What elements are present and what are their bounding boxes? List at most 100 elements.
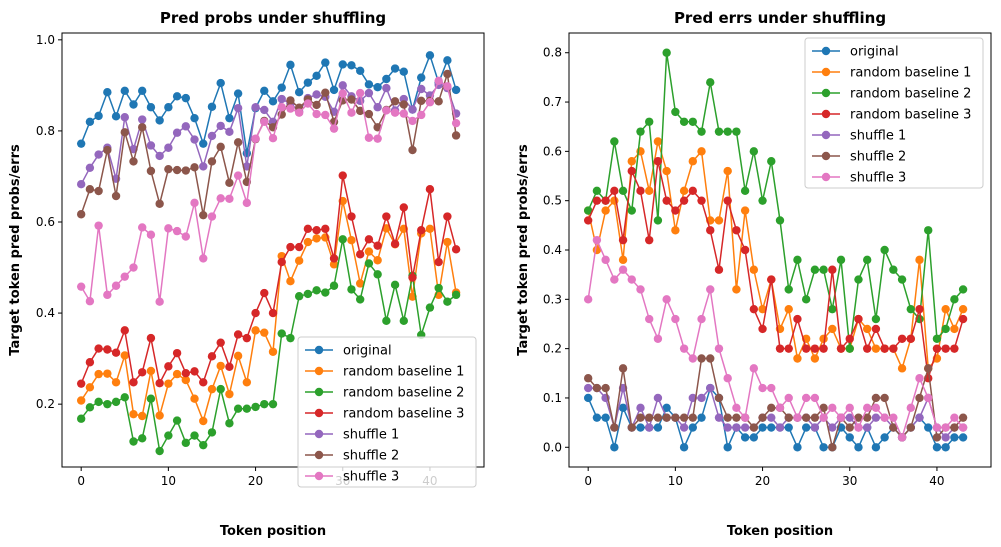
left-point-shuffle-1 [312,90,321,99]
right-point-shuffle-2 [810,413,820,422]
right-y-tick-label: 0.8 [543,46,562,60]
left-point-shuffle-2 [138,123,147,132]
right-point-random-baseline-2 [880,245,889,255]
right-point-random-baseline-1 [740,206,750,215]
right-legend-marker-random-baseline-1 [821,67,831,77]
right-point-random-baseline-1 [862,324,872,334]
left-point-shuffle-3 [85,297,95,306]
left-y-tick-label: 0.6 [36,215,55,229]
left-point-random-baseline-3 [225,362,234,372]
left-point-shuffle-1 [164,143,173,152]
left-point-random-baseline-2 [120,393,129,402]
right-point-shuffle-3 [784,393,793,403]
left-point-original [364,80,374,89]
left-point-random-baseline-3 [120,326,129,335]
right-point-original [924,423,933,432]
right-point-shuffle-2 [880,393,889,403]
left-legend: original random baseline 1 random baseline… [297,336,477,488]
left-point-shuffle-2 [399,100,408,109]
left-point-random-baseline-1 [355,279,365,288]
right-point-original [740,433,750,442]
left-point-original [155,116,164,125]
left-point-original [312,71,321,81]
right-point-random-baseline-3 [671,206,680,215]
right-point-shuffle-2 [845,423,854,432]
left-point-shuffle-3 [329,124,339,133]
right-point-random-baseline-3 [941,344,950,353]
left-point-shuffle-3 [321,110,330,120]
left-point-shuffle-3 [76,282,86,291]
left-point-shuffle-2 [181,166,191,175]
right-point-random-baseline-3 [793,314,802,324]
right-point-shuffle-1 [706,383,715,393]
right-point-random-baseline-3 [662,196,671,205]
right-point-random-baseline-2 [749,147,759,156]
right-point-shuffle-2 [688,413,698,422]
left-point-random-baseline-3 [103,345,112,354]
left-point-shuffle-3 [94,221,103,230]
left-point-shuffle-3 [443,82,452,91]
left-point-random-baseline-3 [242,333,252,343]
right-y-tick-label: 0.3 [543,292,562,306]
left-point-random-baseline-1 [103,369,112,378]
left-y-tick-label: 0.2 [36,397,55,411]
right-point-random-baseline-3 [767,275,776,284]
right-point-random-baseline-3 [889,344,898,353]
left-point-shuffle-1 [181,122,191,131]
right-point-shuffle-2 [601,383,610,393]
right-point-shuffle-2 [828,443,837,452]
right-point-shuffle-1 [810,423,820,432]
left-point-original [373,82,382,92]
left-point-random-baseline-3 [303,224,313,234]
left-point-random-baseline-1 [138,411,147,421]
left-point-shuffle-2 [321,88,330,97]
right-point-shuffle-2 [924,364,933,373]
right-point-shuffle-2 [862,413,872,422]
right-point-random-baseline-2 [627,206,636,215]
left-point-original [399,67,408,76]
right-point-shuffle-2 [932,433,942,442]
right-point-random-baseline-3 [679,196,689,205]
left-chart-title: Pred probs under shuffling [160,9,386,27]
left-point-random-baseline-1 [94,369,103,379]
left-point-random-baseline-1 [347,236,356,245]
right-point-shuffle-3 [583,295,593,304]
left-point-shuffle-1 [172,128,182,137]
right-point-random-baseline-1 [758,304,767,314]
left-legend-box [297,336,477,488]
left-point-original [338,60,347,69]
left-point-random-baseline-3 [251,308,260,318]
left-point-random-baseline-1 [76,396,86,405]
right-point-random-baseline-2 [836,255,846,265]
left-point-original [225,113,234,123]
left-point-shuffle-3 [417,110,426,120]
left-point-random-baseline-1 [260,328,269,337]
left-legend-label-shuffle-3: shuffle 3 [343,470,399,485]
left-point-random-baseline-1 [233,351,243,361]
right-point-random-baseline-1 [749,265,759,274]
left-point-random-baseline-2 [312,286,321,295]
right-point-shuffle-1 [583,383,593,393]
left-point-random-baseline-2 [233,404,243,413]
right-point-random-baseline-2 [828,304,837,314]
left-point-original [120,86,129,96]
right-series-group [583,48,968,452]
left-point-random-baseline-1 [251,326,260,335]
left-point-random-baseline-2 [181,438,191,448]
right-point-shuffle-2 [706,354,715,363]
right-point-random-baseline-3 [871,324,881,334]
left-point-random-baseline-3 [347,212,356,221]
right-point-random-baseline-1 [871,344,881,353]
left-point-shuffle-3 [338,89,347,98]
right-point-shuffle-2 [732,413,741,422]
right-point-shuffle-1 [862,423,872,432]
left-point-random-baseline-3 [190,367,199,376]
left-point-random-baseline-3 [408,273,417,282]
left-point-random-baseline-1 [129,409,138,419]
left-point-random-baseline-3 [443,212,452,221]
left-point-shuffle-3 [207,212,217,221]
left-point-original [321,58,330,67]
right-point-random-baseline-1 [697,147,706,156]
